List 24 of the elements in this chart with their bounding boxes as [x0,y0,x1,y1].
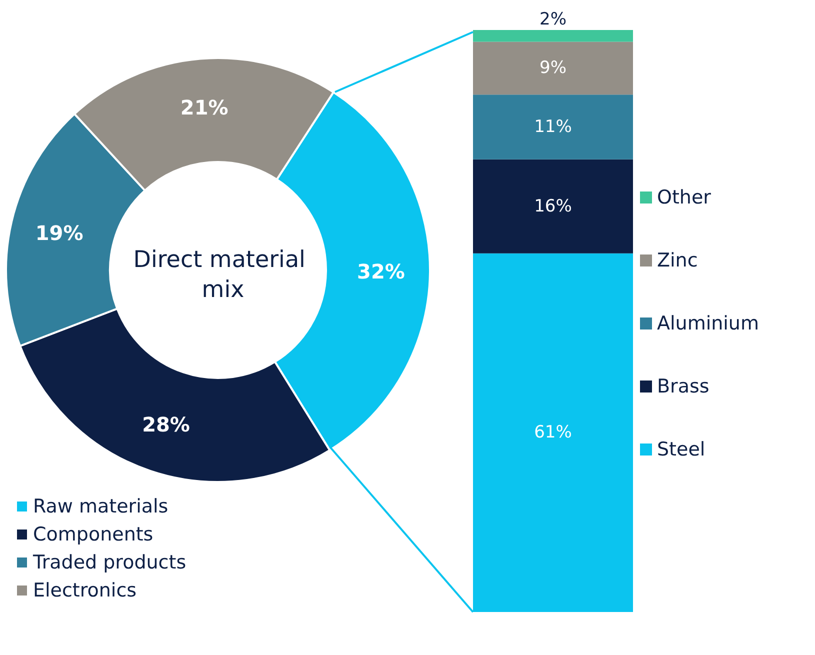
bar [473,159,633,254]
data-label: 11% [534,117,572,137]
legend-label: Raw materials [33,496,168,518]
bar [473,253,633,612]
legend-label: Brass [657,376,710,398]
legend-label: Other [657,186,712,208]
data-label: 9% [540,58,566,78]
legend-label: Zinc [657,250,698,272]
legend-label: Traded products [32,552,186,574]
data-label: 32% [357,260,405,284]
bar [473,94,633,160]
data-label: 2% [540,10,566,30]
data-label: 21% [180,96,228,120]
bar [473,30,633,42]
bar [473,42,633,95]
data-label: 19% [35,220,84,245]
data-label: 28% [142,412,190,436]
legend-label: Electronics [33,580,137,602]
text: Direct material mix [133,247,313,303]
legend-label: Steel [657,438,706,460]
data-label: 61% [534,422,572,443]
data-label: 16% [534,196,572,216]
legend-label: Components [33,524,154,546]
legend-label: Aluminium [657,312,759,334]
